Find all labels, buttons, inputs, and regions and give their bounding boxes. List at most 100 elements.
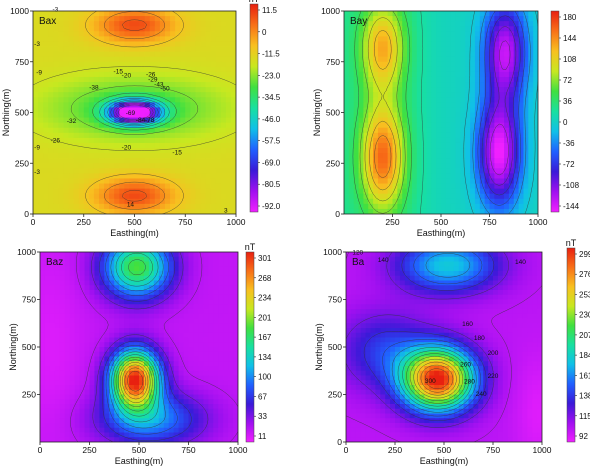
- heatmap-cell: [49, 347, 56, 353]
- heatmap-cell: [170, 122, 176, 129]
- heatmap-cell: [185, 97, 191, 103]
- heatmap-cell: [109, 26, 115, 32]
- heatmap-cell: [489, 158, 495, 164]
- heatmap-cell: [407, 102, 413, 109]
- heatmap-cell: [455, 158, 461, 164]
- heatmap-cell: [159, 66, 166, 73]
- heatmap-cell: [200, 31, 207, 37]
- heatmap-cell: [460, 163, 466, 169]
- heatmap-cell: [54, 271, 61, 277]
- heatmap-cell: [59, 408, 66, 415]
- y-tick-label: 250: [22, 390, 36, 400]
- heatmap-cell: [210, 117, 217, 124]
- heatmap-cell: [49, 318, 56, 324]
- heatmap-cell: [109, 46, 115, 53]
- heatmap-cell: [158, 347, 165, 353]
- heatmap-cell: [178, 280, 185, 286]
- heatmap-cell: [450, 183, 457, 190]
- heatmap-cell: [99, 399, 105, 405]
- heatmap-cell: [44, 299, 51, 305]
- heatmap-cell: [465, 127, 471, 134]
- heatmap-cell: [58, 87, 65, 93]
- heatmap-cell: [494, 203, 500, 210]
- heatmap-cell: [213, 261, 219, 267]
- heatmap-cell: [368, 102, 374, 109]
- heatmap-cell: [377, 92, 384, 98]
- colorbar-tick-label: 234: [258, 294, 272, 303]
- heatmap-cell: [180, 87, 186, 93]
- heatmap-cell: [59, 394, 66, 400]
- heatmap-cell: [208, 375, 214, 381]
- heatmap-cell: [421, 208, 428, 214]
- heatmap-cell: [387, 107, 394, 114]
- heatmap-cell: [109, 380, 115, 386]
- heatmap-cell: [200, 87, 207, 93]
- heatmap-cell: [494, 11, 500, 17]
- colorbar-tick-label: -92.0: [262, 202, 281, 211]
- heatmap-cell: [148, 323, 155, 329]
- heatmap-cell: [504, 92, 510, 98]
- heatmap-cell: [54, 328, 61, 334]
- heatmap-cell: [208, 356, 214, 362]
- heatmap-cell: [74, 413, 81, 419]
- heatmap-cell: [193, 337, 199, 343]
- heatmap-cell: [64, 290, 71, 296]
- heatmap-cell: [344, 127, 350, 134]
- heatmap-cell: [411, 51, 418, 58]
- heatmap-cell: [74, 356, 81, 362]
- heatmap-cell: [225, 11, 232, 17]
- heatmap-cell: [188, 394, 195, 400]
- heatmap-cell: [218, 437, 224, 442]
- heatmap-cell: [494, 183, 500, 190]
- heatmap-cell: [49, 423, 56, 429]
- heatmap-cell: [203, 356, 209, 362]
- heatmap-cell: [168, 323, 175, 329]
- heatmap-cell: [54, 385, 61, 391]
- heatmap-cell: [218, 328, 224, 334]
- heatmap-cell: [38, 203, 44, 210]
- heatmap-cell: [173, 404, 180, 410]
- heatmap-cell: [175, 16, 181, 22]
- heatmap-cell: [528, 132, 534, 139]
- heatmap-cell: [175, 153, 181, 159]
- heatmap-cell: [148, 389, 155, 396]
- heatmap-cell: [164, 208, 171, 214]
- heatmap-cell: [382, 92, 389, 98]
- heatmap-cell: [233, 347, 238, 353]
- heatmap-cell: [43, 31, 49, 37]
- heatmap-cell: [358, 51, 364, 58]
- heatmap-cell: [48, 66, 54, 73]
- heatmap-cell: [38, 102, 44, 109]
- heatmap-cell: [59, 261, 66, 267]
- heatmap-cell: [499, 137, 505, 144]
- heatmap-cell: [149, 117, 156, 124]
- heatmap-cell: [175, 132, 181, 139]
- heatmap-cell: [431, 46, 437, 53]
- heatmap-cell: [84, 271, 91, 277]
- heatmap-cell: [149, 51, 156, 58]
- heatmap-cell: [139, 92, 146, 98]
- heatmap-cell: [148, 385, 155, 391]
- heatmap-cell: [73, 122, 80, 129]
- heatmap-cell: [58, 107, 65, 114]
- heatmap-cell: [163, 347, 170, 353]
- heatmap-cell: [392, 203, 398, 210]
- heatmap-cell: [368, 16, 374, 22]
- heatmap-cell: [215, 61, 222, 68]
- heatmap-cell: [218, 427, 224, 434]
- heatmap-cell: [504, 117, 510, 124]
- heatmap-cell: [344, 21, 350, 27]
- heatmap-cell: [528, 31, 534, 37]
- heatmap-cell: [484, 203, 491, 210]
- heatmap-cell: [402, 56, 408, 63]
- heatmap-cell: [43, 132, 49, 139]
- heatmap-cell: [210, 82, 217, 88]
- heatmap-cell: [523, 142, 529, 149]
- heatmap-cell: [180, 132, 186, 139]
- heatmap-cell: [513, 168, 520, 174]
- heatmap-cell: [54, 304, 61, 310]
- heatmap-cell: [220, 31, 227, 37]
- heatmap-cell: [59, 423, 66, 429]
- heatmap-cell: [48, 132, 54, 139]
- heatmap-cell: [411, 92, 418, 98]
